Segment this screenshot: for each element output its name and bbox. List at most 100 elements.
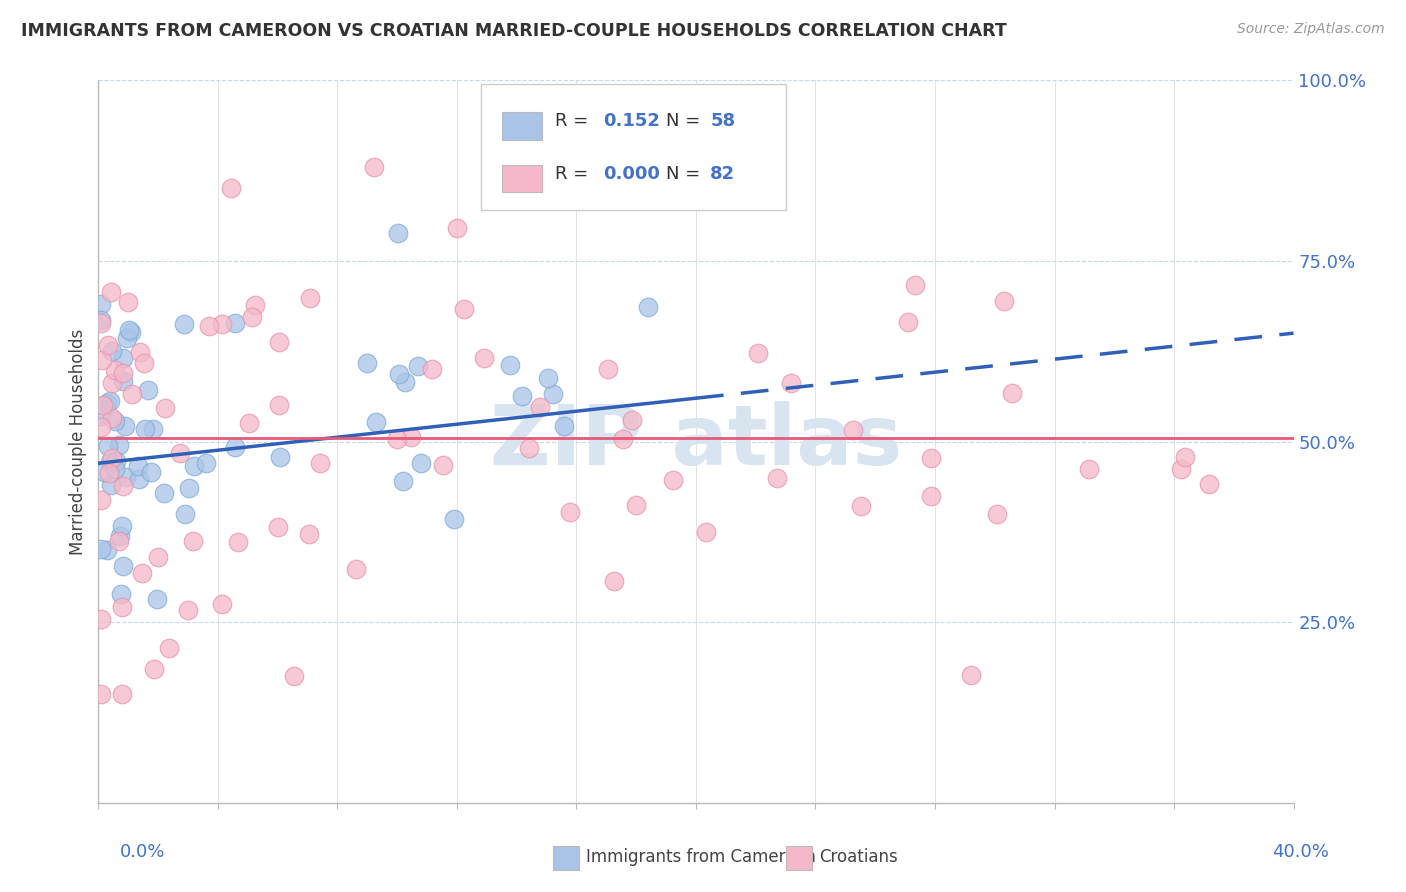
Point [146, 549, 169, 564]
Text: Croatians: Croatians [820, 848, 898, 866]
Point [211, 597, 233, 611]
Point [153, 401, 176, 415]
Point [117, 294, 139, 309]
Y-axis label: Married-couple Households: Married-couple Households [69, 328, 87, 555]
Text: N =: N = [666, 112, 706, 130]
Point [112, 559, 135, 574]
Point [406, 359, 429, 373]
Point [104, 413, 127, 427]
FancyBboxPatch shape [786, 847, 811, 870]
Point [97, 337, 120, 351]
Point [90, 409, 112, 423]
Point [499, 358, 522, 372]
Point [110, 587, 132, 601]
Point [101, 343, 124, 358]
Point [97, 439, 120, 453]
Text: R =: R = [555, 165, 593, 183]
Point [128, 472, 150, 486]
Point [197, 319, 219, 334]
Text: R =: R = [555, 112, 593, 130]
Point [747, 346, 769, 360]
Point [90, 296, 112, 310]
Point [112, 366, 135, 380]
Point [443, 512, 465, 526]
Point [283, 669, 305, 683]
Point [849, 499, 872, 513]
Text: 0.0%: 0.0% [120, 843, 165, 861]
Point [766, 471, 789, 485]
Point [104, 454, 127, 468]
Text: 40.0%: 40.0% [1272, 843, 1329, 861]
Point [176, 603, 198, 617]
Point [224, 440, 246, 454]
Point [897, 315, 920, 329]
Point [626, 498, 648, 512]
Point [1174, 450, 1197, 464]
Point [411, 456, 433, 470]
Point [101, 376, 124, 390]
Point [537, 371, 560, 385]
Point [111, 687, 134, 701]
Point [399, 430, 422, 444]
Point [385, 432, 408, 446]
Point [1170, 461, 1192, 475]
Point [920, 489, 942, 503]
Point [90, 420, 112, 434]
Point [432, 458, 454, 473]
Point [96, 542, 118, 557]
Point [111, 599, 134, 614]
Text: N =: N = [666, 165, 706, 183]
Point [388, 367, 411, 381]
Point [127, 458, 149, 473]
Point [101, 450, 124, 465]
Point [266, 520, 288, 534]
Point [238, 417, 260, 431]
Point [596, 361, 619, 376]
Text: 58: 58 [710, 112, 735, 130]
Point [842, 423, 865, 437]
Point [121, 387, 143, 401]
Point [446, 220, 468, 235]
Point [553, 418, 575, 433]
Point [904, 277, 927, 292]
Point [131, 566, 153, 580]
Point [637, 300, 659, 314]
Point [108, 533, 131, 548]
Point [142, 422, 165, 436]
Point [115, 469, 138, 483]
Point [780, 376, 803, 391]
Point [183, 458, 205, 473]
Point [90, 493, 112, 508]
Point [267, 398, 290, 412]
Point [143, 662, 166, 676]
Text: 0.152: 0.152 [603, 112, 659, 130]
Point [108, 438, 131, 452]
Point [90, 542, 112, 557]
Point [139, 465, 162, 479]
Point [558, 505, 581, 519]
Point [114, 418, 136, 433]
Point [1001, 385, 1024, 400]
Point [98, 455, 121, 469]
Point [226, 535, 249, 549]
Point [344, 562, 367, 576]
Point [104, 462, 127, 476]
Point [621, 412, 644, 426]
Point [111, 375, 134, 389]
Point [1198, 477, 1220, 491]
Point [267, 334, 290, 349]
Point [134, 422, 156, 436]
Point [111, 479, 134, 493]
Point [453, 301, 475, 316]
Point [90, 313, 112, 327]
FancyBboxPatch shape [481, 84, 786, 211]
Point [986, 508, 1008, 522]
Point [391, 474, 413, 488]
Point [90, 317, 112, 331]
Point [90, 612, 112, 626]
Point [173, 317, 195, 331]
Text: IMMIGRANTS FROM CAMEROON VS CROATIAN MARRIED-COUPLE HOUSEHOLDS CORRELATION CHART: IMMIGRANTS FROM CAMEROON VS CROATIAN MAR… [21, 22, 1007, 40]
Point [356, 356, 378, 370]
Point [543, 387, 565, 401]
Point [387, 226, 409, 240]
